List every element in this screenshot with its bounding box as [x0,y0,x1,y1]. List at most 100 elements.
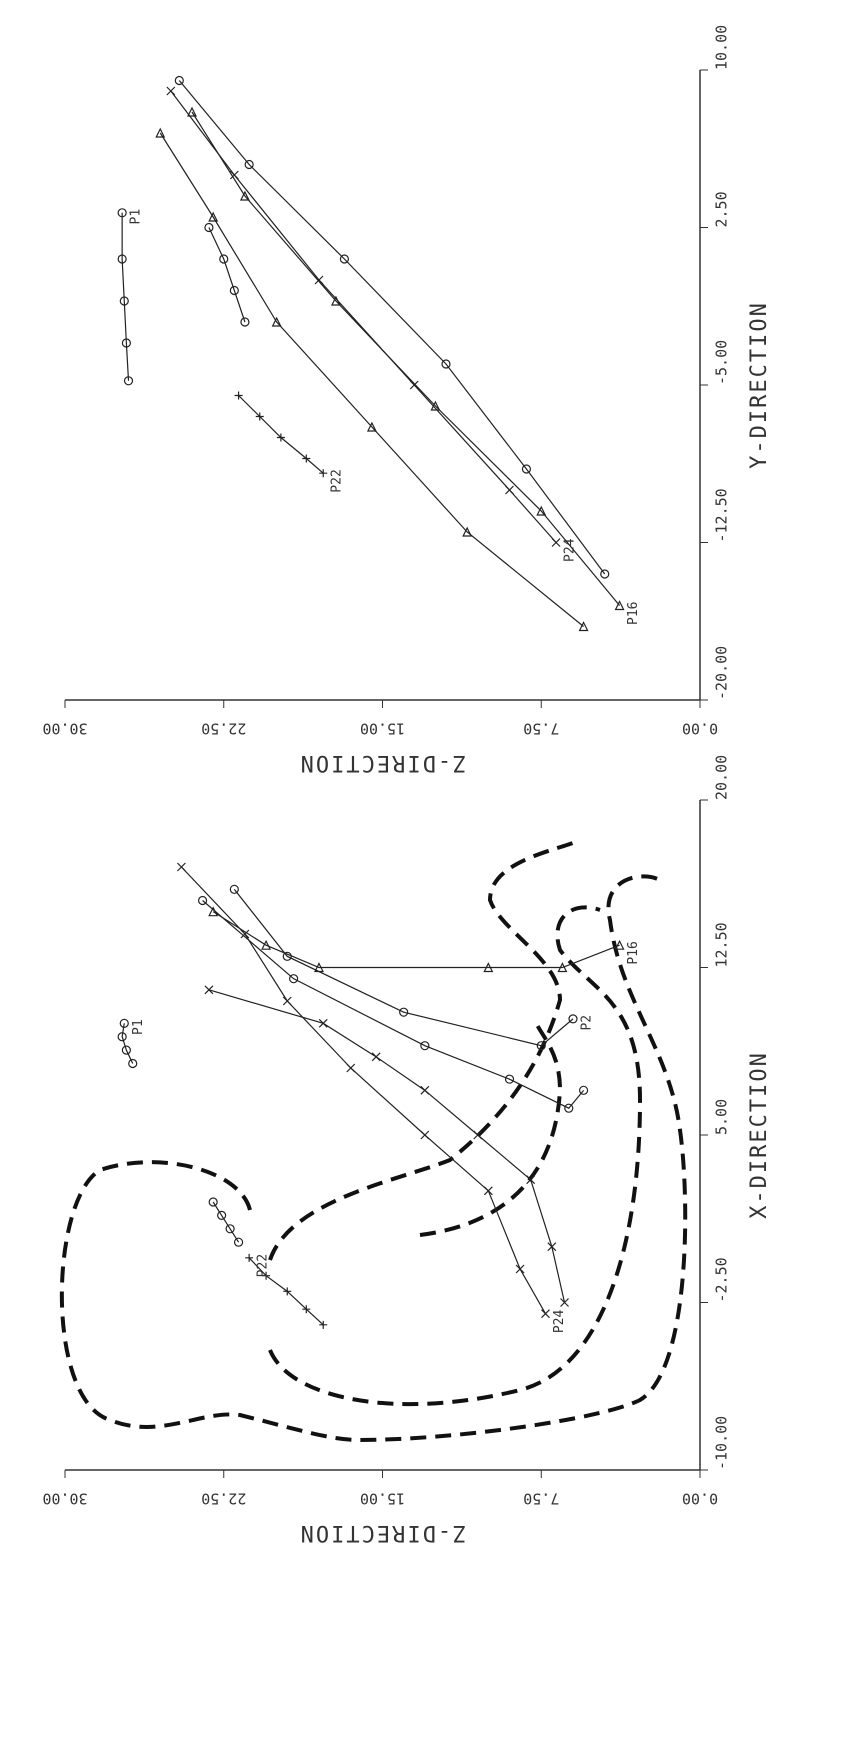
marker [245,1253,254,1262]
marker [441,359,451,369]
trajectory [191,111,621,606]
z-tick-label: 0.00 [682,720,718,738]
z-tick-label: 22.50 [201,1490,246,1508]
z-tick-label: 22.50 [201,720,246,738]
marker [420,1130,430,1140]
outline-leg [268,905,643,1407]
h-tick-label: 10.00 [713,25,731,70]
marker [302,1305,311,1314]
marker [483,1186,493,1196]
z-axis-label: Z-DIRECTION [299,750,467,775]
z-tick-label: 7.50 [523,1490,559,1508]
marker [229,884,239,894]
series-label: P16 [626,941,641,964]
marker [119,1018,129,1028]
z-tick-label: 15.00 [360,1490,405,1508]
marker [283,1287,292,1296]
series-label: P22 [256,1254,271,1277]
marker [289,974,299,984]
plots: 0.00 7.50 15.00 22.50 30.00 -20.00 -12.50 -5.00… [42,25,772,1545]
marker [121,338,131,348]
marker [473,1130,483,1140]
marker [330,295,341,306]
marker [261,939,272,950]
z-tick-label: 0.00 [682,1490,718,1508]
outline-arm [419,1019,563,1237]
marker [557,962,568,973]
marker [229,285,239,296]
marker [121,1045,131,1055]
marker [244,159,254,170]
marker [240,929,250,939]
marker [568,1014,578,1024]
h-tick-label: -12.50 [713,488,731,542]
marker [371,1052,381,1062]
marker [204,985,214,995]
marker [197,895,208,906]
marker [123,376,134,386]
marker [225,1224,235,1234]
marker [155,127,166,138]
marker [551,538,561,547]
marker [217,1210,227,1220]
marker [233,1237,244,1247]
marker [187,106,197,117]
z-tick-label: 30.00 [42,720,87,738]
h-tick-label: -20.00 [713,646,731,700]
marker [346,1063,356,1073]
marker [536,505,547,516]
marker [314,275,324,285]
z-tick-label: 7.50 [523,720,559,738]
h-axis-label: X-DIRECTION [747,1051,772,1219]
marker [128,1058,138,1069]
body-outline [59,838,688,1443]
h-tick-label: -5.00 [713,340,731,385]
marker [319,1320,328,1329]
trajectory [208,989,566,1303]
marker [462,526,473,537]
marker [515,1264,525,1274]
outline-torso [268,838,581,1261]
trajectory [178,80,606,575]
marker [239,190,250,201]
marker [505,485,514,495]
marker [504,1074,515,1084]
trajectory [170,90,557,543]
h-axis-label: Y-DIRECTION [747,301,772,469]
marker [536,1041,546,1051]
marker [339,254,350,264]
marker [541,1309,550,1319]
marker [560,1298,569,1307]
marker [255,412,264,421]
marker [229,170,239,180]
h-tick-label: -2.50 [713,1257,731,1302]
series-label: P2 [580,1015,595,1031]
h-tick-label: 2.50 [713,191,731,227]
marker [430,400,441,411]
marker [614,939,625,950]
series-label: P22 [330,469,345,492]
trajectory [212,911,620,969]
marker [240,317,250,327]
marker [547,1242,557,1252]
marker [208,211,219,222]
marker [420,1085,430,1095]
marker [282,996,292,1006]
marker [366,421,377,432]
marker [117,1032,127,1042]
marker [521,464,532,474]
series-label: P24 [552,1309,567,1333]
h-tick-label: 12.50 [713,922,731,967]
marker [564,1103,574,1113]
series-label: P16 [626,602,641,625]
marker [208,1197,218,1207]
marker [578,1085,589,1095]
marker [578,621,589,632]
marker [319,469,328,478]
marker [176,862,186,872]
marker [119,296,129,306]
trajectory [180,866,547,1314]
marker [262,1271,271,1280]
